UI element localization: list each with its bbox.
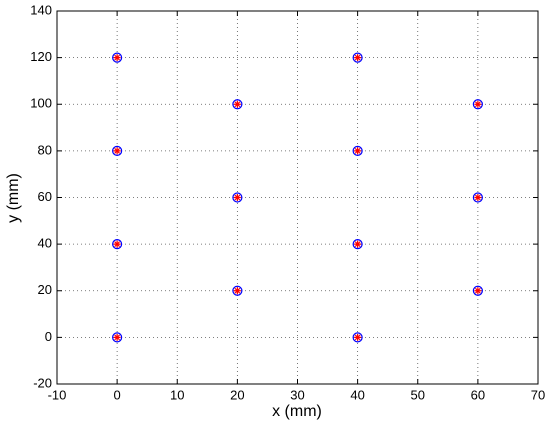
x-tick-label: -10 (48, 387, 67, 402)
y-tick-label: -20 (33, 375, 52, 390)
point (352, 145, 363, 156)
x-tick-label: 40 (350, 387, 364, 402)
point (112, 332, 123, 343)
x-tick-label: 50 (411, 387, 425, 402)
y-tick-label: 60 (38, 189, 52, 204)
point (352, 332, 363, 343)
y-tick-label: 20 (38, 282, 52, 297)
point (232, 192, 243, 203)
point (112, 239, 123, 250)
x-tick-label: 10 (170, 387, 184, 402)
y-tick-label: 100 (30, 96, 52, 111)
point (232, 99, 243, 110)
x-tick-label: 60 (471, 387, 485, 402)
y-tick-label: 140 (30, 2, 52, 17)
point (112, 145, 123, 156)
y-tick-label: 40 (38, 236, 52, 251)
point (352, 52, 363, 63)
point (472, 192, 483, 203)
point (352, 239, 363, 250)
y-axis-label: y (mm) (5, 173, 22, 223)
x-tick-label: 0 (114, 387, 121, 402)
point (112, 52, 123, 63)
y-tick-label: 80 (38, 142, 52, 157)
plot-frame (56, 10, 539, 385)
x-tick-label: 20 (230, 387, 244, 402)
point (232, 285, 243, 296)
point (472, 285, 483, 296)
y-tick-label: 0 (45, 329, 52, 344)
y-tick-label: 120 (30, 49, 52, 64)
x-axis-label: x (mm) (272, 403, 322, 420)
point (472, 99, 483, 110)
x-tick-label: 70 (531, 387, 545, 402)
x-tick-label: 30 (290, 387, 304, 402)
